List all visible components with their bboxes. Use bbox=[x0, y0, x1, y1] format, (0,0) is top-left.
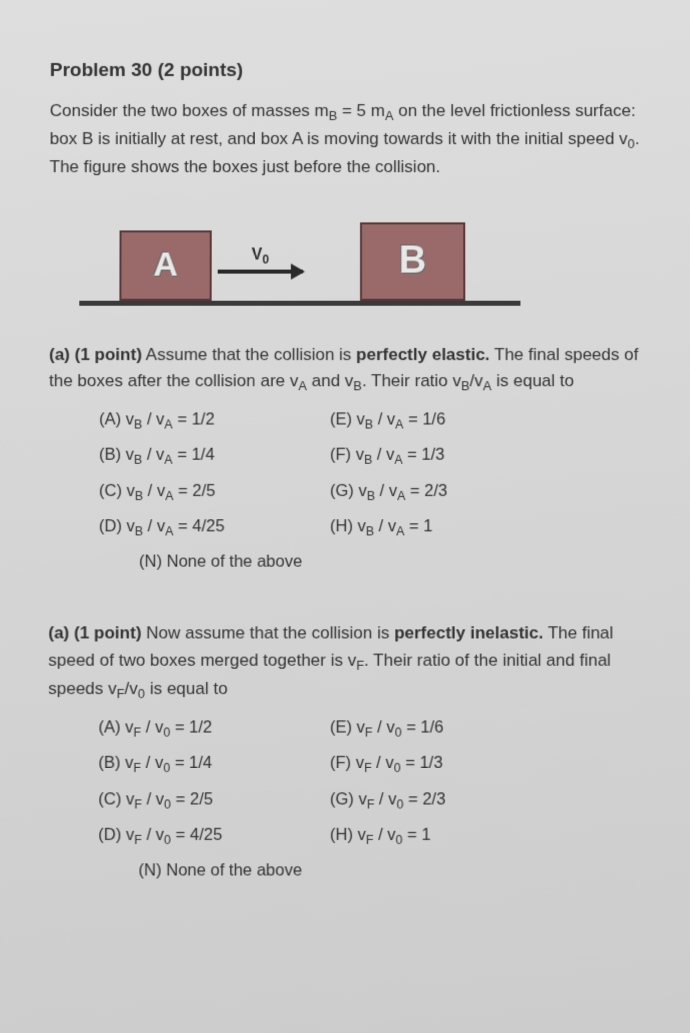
part-emph: perfectly inelastic. bbox=[394, 624, 543, 643]
option-none: (N) None of the above bbox=[139, 553, 652, 572]
box-a: A bbox=[119, 230, 211, 300]
problem-title: Problem 30 (2 points) bbox=[50, 60, 650, 82]
part-emph: perfectly elastic. bbox=[356, 345, 490, 364]
v-text: V bbox=[252, 247, 263, 264]
option-row: (B) vF / v0 = 1/4(F) vF / v0 = 1/3 bbox=[98, 754, 652, 776]
velocity-label: V0 bbox=[252, 247, 269, 267]
part-b-options: (A) vF / v0 = 1/2(E) vF / v0 = 1/6(B) vF… bbox=[98, 718, 652, 880]
option-right: (F) vB / vA = 1/3 bbox=[330, 446, 561, 467]
option-none: (N) None of the above bbox=[138, 861, 652, 880]
option-left: (B) vB / vA = 1/4 bbox=[99, 446, 330, 467]
part-text: /v bbox=[470, 371, 483, 390]
option-right: (E) vF / v0 = 1/6 bbox=[330, 718, 561, 740]
part-b-intro: (a) (1 point) Now assume that the collis… bbox=[48, 621, 652, 705]
velocity-arrow: V0 bbox=[218, 247, 303, 273]
option-right: (H) vF / v0 = 1 bbox=[330, 826, 562, 848]
option-row: (B) vB / vA = 1/4(F) vB / vA = 1/3 bbox=[99, 446, 651, 467]
sub: A bbox=[483, 379, 492, 394]
option-row: (C) vF / v0 = 2/5(G) vF / v0 = 2/3 bbox=[98, 790, 652, 812]
intro-text: = 5 m bbox=[337, 101, 385, 120]
option-left: (C) vF / v0 = 2/5 bbox=[98, 790, 330, 812]
option-right: (F) vF / v0 = 1/3 bbox=[330, 754, 562, 776]
collision-diagram: A V0 B bbox=[79, 203, 520, 324]
option-left: (D) vB / vA = 4/25 bbox=[99, 517, 330, 538]
option-right: (E) vB / vA = 1/6 bbox=[330, 411, 561, 432]
part-text: Now assume that the collision is bbox=[141, 624, 394, 643]
sub: F bbox=[117, 686, 125, 701]
part-a-intro: (a) (1 point) Assume that the collision … bbox=[49, 342, 651, 397]
part-text: and v bbox=[307, 371, 353, 390]
part-text: is equal to bbox=[145, 679, 228, 698]
option-right: (G) vF / v0 = 2/3 bbox=[330, 790, 562, 812]
option-row: (C) vB / vA = 2/5(G) vB / vA = 2/3 bbox=[99, 482, 651, 503]
part-text: /v bbox=[125, 679, 138, 698]
part-text: Assume that the collision is bbox=[142, 345, 356, 364]
option-left: (C) vB / vA = 2/5 bbox=[99, 482, 330, 503]
option-left: (A) vB / vA = 1/2 bbox=[99, 411, 330, 432]
part-text: is equal to bbox=[492, 371, 575, 390]
option-right: (H) vB / vA = 1 bbox=[330, 517, 561, 538]
part-lead: (a) (1 point) bbox=[49, 345, 142, 364]
page: Problem 30 (2 points) Consider the two b… bbox=[0, 0, 690, 1033]
option-row: (A) vF / v0 = 1/2(E) vF / v0 = 1/6 bbox=[98, 718, 652, 740]
option-left: (A) vF / v0 = 1/2 bbox=[98, 718, 329, 740]
option-left: (B) vF / v0 = 1/4 bbox=[98, 754, 330, 776]
sub-b: B bbox=[329, 108, 338, 123]
option-left: (D) vF / v0 = 4/25 bbox=[98, 826, 330, 848]
sub: B bbox=[353, 379, 362, 394]
option-row: (D) vF / v0 = 4/25(H) vF / v0 = 1 bbox=[98, 826, 652, 848]
v-sub: 0 bbox=[262, 253, 269, 267]
intro-text: Consider the two boxes of masses m bbox=[50, 101, 329, 120]
option-row: (A) vB / vA = 1/2(E) vB / vA = 1/6 bbox=[99, 411, 651, 432]
part-a-options: (A) vB / vA = 1/2(E) vB / vA = 1/6(B) vB… bbox=[99, 411, 652, 573]
sub: F bbox=[356, 658, 364, 673]
box-b: B bbox=[360, 222, 465, 300]
sub: A bbox=[298, 379, 307, 394]
part-text: . Their ratio v bbox=[362, 371, 461, 390]
part-lead: (a) (1 point) bbox=[48, 624, 141, 643]
option-right: (G) vB / vA = 2/3 bbox=[330, 482, 561, 503]
arrow-icon bbox=[218, 269, 303, 273]
option-row: (D) vB / vA = 4/25(H) vB / vA = 1 bbox=[99, 517, 652, 538]
ground-line bbox=[79, 300, 520, 305]
problem-intro: Consider the two boxes of masses mB = 5 … bbox=[50, 98, 651, 181]
